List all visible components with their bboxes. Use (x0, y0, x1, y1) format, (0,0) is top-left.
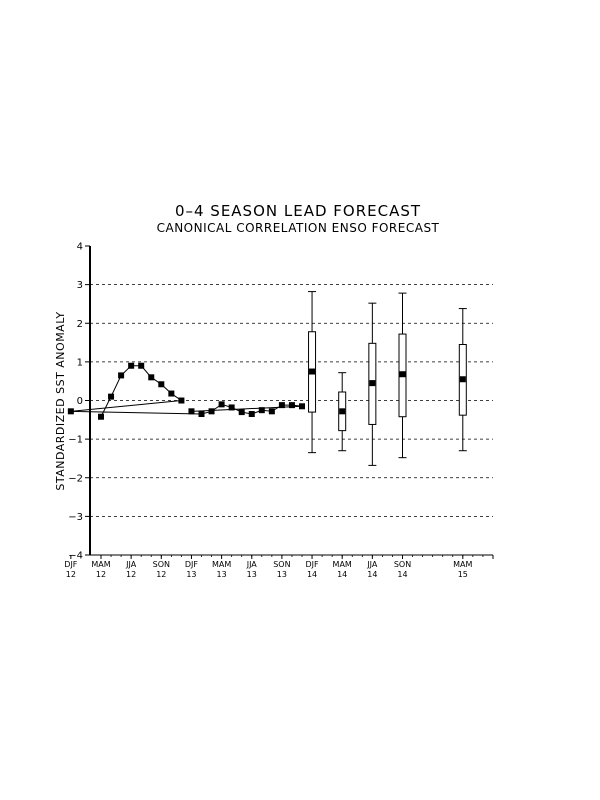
x-tick-year: 13 (186, 570, 196, 579)
y-tick-label: −3 (68, 512, 83, 523)
y-tick-label: −1 (68, 435, 83, 446)
x-ticks: MAM12JJA12SON12DJF12MAM13JJA13SON13DJF13… (64, 555, 494, 579)
chart-subtitle: CANONICAL CORRELATION ENSO FORECAST (157, 221, 440, 235)
x-tick-year: 13 (277, 570, 287, 579)
y-ticks: 4 3 2 1 0 −1 −2 −3 −4 (68, 242, 90, 562)
x-tick-season: SON (394, 560, 411, 569)
observed-point (188, 408, 195, 415)
observed-point (248, 411, 255, 418)
forecast-median-point (339, 408, 346, 415)
x-tick-year: 14 (307, 570, 317, 579)
x-tick-season: JJA (125, 560, 137, 569)
observed-point (258, 407, 265, 414)
observed-point (208, 408, 215, 415)
observed-point (138, 362, 145, 369)
observed-point (118, 372, 125, 379)
y-axis-label: STANDARDIZED SST ANOMALY (54, 311, 67, 490)
observed-point (288, 402, 295, 409)
x-tick-season: JJA (366, 560, 378, 569)
x-tick-year: 13 (247, 570, 257, 579)
x-tick-year: 15 (458, 570, 468, 579)
forecast-box (338, 372, 347, 452)
forecast-median-point (399, 371, 406, 378)
x-tick-season: DJF (64, 560, 78, 569)
y-tick-label: 3 (77, 280, 83, 291)
observed-line (70, 365, 303, 417)
observed-point (108, 393, 115, 400)
observed-point (198, 411, 205, 418)
x-tick-year: 14 (367, 570, 377, 579)
x-tick-year: 12 (156, 570, 166, 579)
x-tick-year: 12 (126, 570, 136, 579)
observed-point (178, 397, 185, 404)
forecast-series (308, 291, 467, 466)
observed-point (168, 390, 175, 397)
gridlines (90, 284, 493, 517)
y-tick-label: 4 (77, 242, 83, 253)
x-tick-year: 14 (397, 570, 407, 579)
observed-series (67, 362, 305, 420)
forecast-box (458, 308, 467, 452)
x-tick-season: MAM (333, 560, 352, 569)
forecast-median-point (309, 368, 316, 375)
observed-point (238, 409, 245, 416)
forecast-box (308, 291, 317, 454)
observed-point (158, 381, 165, 388)
x-tick-season: MAM (453, 560, 472, 569)
observed-point (268, 408, 275, 415)
observed-point (67, 408, 74, 415)
x-tick-year: 13 (217, 570, 227, 579)
observed-point (98, 413, 104, 420)
y-tick-label: 0 (77, 396, 83, 407)
forecast-box (398, 292, 407, 459)
x-tick-year: 14 (337, 570, 347, 579)
observed-point (218, 401, 225, 408)
x-tick-season: SON (153, 560, 170, 569)
observed-point (128, 362, 135, 369)
x-tick-year: 12 (66, 570, 76, 579)
x-tick-year: 12 (96, 570, 106, 579)
observed-point (148, 374, 155, 381)
forecast-median-point (459, 376, 466, 383)
x-tick-season: JJA (246, 560, 258, 569)
observed-point (228, 404, 235, 411)
y-tick-label: −4 (68, 551, 83, 562)
x-tick-season: DJF (305, 560, 319, 569)
chart-title: 0–4 SEASON LEAD FORECAST (175, 202, 421, 220)
y-tick-label: −2 (68, 473, 83, 484)
forecast-box (368, 302, 377, 466)
x-tick-season: MAM (212, 560, 231, 569)
observed-point (299, 403, 305, 410)
observed-point (278, 402, 285, 409)
y-tick-label: 2 (77, 319, 83, 330)
forecast-median-point (369, 380, 376, 387)
x-tick-season: SON (273, 560, 290, 569)
y-tick-label: 1 (77, 357, 83, 368)
x-tick-season: MAM (91, 560, 110, 569)
x-tick-season: DJF (185, 560, 199, 569)
